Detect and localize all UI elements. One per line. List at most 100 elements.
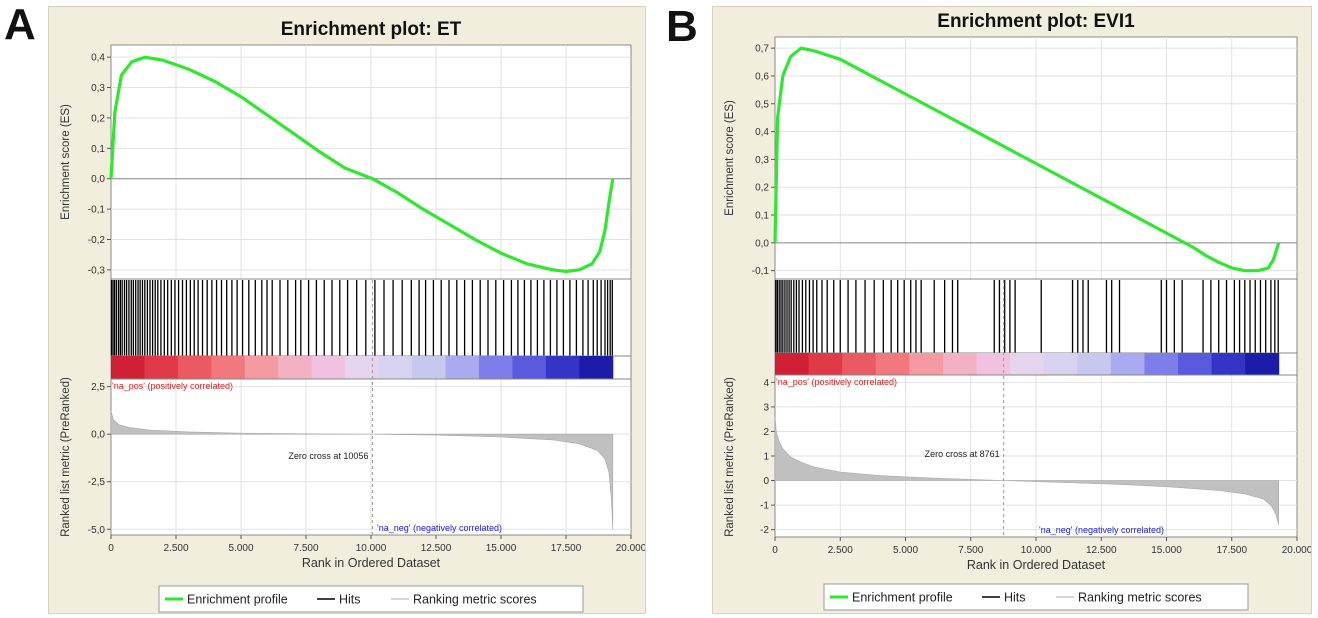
heatmap-cell bbox=[775, 353, 810, 375]
x-tick-label: 2.500 bbox=[828, 545, 853, 556]
metric-y-axis-label: Ranked list metric (PreRanked) bbox=[724, 377, 736, 537]
ranking-metric-area bbox=[110, 411, 614, 530]
heatmap-cell bbox=[1043, 353, 1078, 375]
heatmap-cell bbox=[976, 353, 1011, 375]
heatmap-cell bbox=[942, 353, 977, 375]
negative-correlation-label: 'na_neg' (negatively correlated) bbox=[377, 523, 502, 533]
es-y-tick-label: 0,4 bbox=[91, 53, 105, 64]
es-y-tick-label: -0,1 bbox=[752, 266, 770, 277]
metric-y-tick-label: 0,0 bbox=[91, 430, 105, 441]
es-y-axis-label: Enrichment score (ES) bbox=[60, 104, 72, 220]
es-y-tick-label: 0,0 bbox=[91, 174, 105, 185]
es-y-tick-label: 0,6 bbox=[755, 71, 769, 82]
heatmap-cell bbox=[177, 356, 212, 379]
heatmap-cell bbox=[875, 353, 910, 375]
legend-hits-label: Hits bbox=[339, 593, 361, 607]
zero-cross-label: Zero cross at 8761 bbox=[925, 449, 1000, 459]
heatmap-cell bbox=[378, 356, 413, 379]
heatmap-cell bbox=[808, 353, 843, 375]
heatmap-cell bbox=[345, 356, 380, 379]
metric-y-tick-label: 3 bbox=[763, 402, 769, 413]
x-tick-label: 12.500 bbox=[421, 543, 452, 554]
panel-a-letter: A bbox=[4, 0, 36, 49]
metric-y-tick-label: 2 bbox=[763, 427, 769, 438]
heatmap-cell bbox=[545, 356, 580, 379]
es-y-tick-label: 0,2 bbox=[91, 113, 105, 124]
x-tick-label: 0 bbox=[772, 545, 778, 556]
x-tick-label: 20.000 bbox=[1282, 545, 1311, 556]
heatmap-cell bbox=[579, 356, 614, 379]
legend-box bbox=[158, 585, 584, 613]
x-tick-label: 7.500 bbox=[958, 545, 983, 556]
es-y-tick-label: 0,5 bbox=[755, 99, 769, 110]
heatmap-cell bbox=[478, 356, 513, 379]
es-y-tick-label: 0,1 bbox=[755, 211, 769, 222]
x-tick-label: 10.000 bbox=[356, 543, 387, 554]
legend-ranking-metric-scores-label: Ranking metric scores bbox=[1078, 591, 1202, 605]
metric-y-tick-label: 2,5 bbox=[91, 382, 105, 393]
heatmap-cell bbox=[111, 356, 145, 379]
metric-y-tick-label: 1 bbox=[763, 452, 769, 463]
x-tick-label: 17.500 bbox=[551, 543, 582, 554]
es-y-tick-label: 0,0 bbox=[755, 238, 769, 249]
x-tick-label: 0 bbox=[108, 543, 114, 554]
heatmap-cell bbox=[1245, 353, 1280, 375]
negative-correlation-label: 'na_neg' (negatively correlated) bbox=[1039, 525, 1164, 535]
es-y-tick-label: 0,3 bbox=[755, 155, 769, 166]
heatmap-cell bbox=[1110, 353, 1145, 375]
x-tick-label: 15.000 bbox=[1151, 545, 1182, 556]
heatmap-cell bbox=[244, 356, 279, 379]
legend-enrichment-profile-label: Enrichment profile bbox=[187, 593, 288, 607]
metric-y-tick-label: -2 bbox=[760, 525, 769, 536]
heatmap-cell bbox=[278, 356, 313, 379]
x-tick-label: 15.000 bbox=[486, 543, 517, 554]
x-axis-label: Rank in Ordered Dataset bbox=[302, 556, 441, 570]
es-y-tick-label: 0,2 bbox=[755, 183, 769, 194]
x-tick-label: 2.500 bbox=[163, 543, 188, 554]
enrichment-plot-et: Enrichment plot: ET -0,3 -0,2 -0,1 0,0 0,1 0,2… bbox=[60, 19, 647, 613]
gsea-panel-et: Enrichment plot: ET -0,3 -0,2 -0,1 0,0 0,1 0,2… bbox=[48, 6, 647, 614]
gsea-panel-evi1: Enrichment plot: EVI1 -0,1 0,0 0,1 0,2 0,3 0,4… bbox=[712, 6, 1313, 614]
es-y-tick-label: -0,2 bbox=[88, 235, 106, 246]
legend-enrichment-profile-label: Enrichment profile bbox=[852, 591, 953, 605]
x-tick-label: 10.000 bbox=[1021, 545, 1052, 556]
heatmap-cell bbox=[412, 356, 447, 379]
es-y-tick-label: -0,3 bbox=[88, 265, 106, 276]
es-y-tick-label: 0,4 bbox=[755, 127, 769, 138]
metric-y-tick-label: -5,0 bbox=[88, 525, 106, 536]
metric-y-tick-label: 0 bbox=[763, 476, 769, 487]
metric-y-tick-label: -2,5 bbox=[88, 477, 106, 488]
enrichment-profile-line bbox=[109, 55, 615, 273]
heatmap-cell bbox=[909, 353, 944, 375]
heatmap-cell bbox=[1144, 353, 1179, 375]
es-y-tick-label: -0,1 bbox=[88, 205, 106, 216]
heatmap-cell bbox=[1211, 353, 1246, 375]
es-y-tick-label: 0,1 bbox=[91, 144, 105, 155]
enrichment-plot-evi1: Enrichment plot: EVI1 -0,1 0,0 0,1 0,2 0,3 0,4… bbox=[724, 11, 1313, 611]
x-tick-label: 12.500 bbox=[1086, 545, 1117, 556]
zero-cross-label: Zero cross at 10056 bbox=[288, 451, 368, 461]
x-axis-label: Rank in Ordered Dataset bbox=[967, 558, 1106, 572]
heatmap-cell bbox=[211, 356, 246, 379]
metric-y-axis-label: Ranked list metric (PreRanked) bbox=[60, 377, 72, 537]
heatmap-cell bbox=[512, 356, 547, 379]
heatmap-cell bbox=[1010, 353, 1045, 375]
panel-b-letter: B bbox=[666, 2, 698, 51]
x-tick-label: 5.000 bbox=[893, 545, 918, 556]
heatmap-cell bbox=[144, 356, 179, 379]
chart-title: Enrichment plot: EVI1 bbox=[937, 11, 1135, 32]
es-y-axis-label: Enrichment score (ES) bbox=[724, 100, 736, 216]
x-tick-label: 7.500 bbox=[293, 543, 318, 554]
metric-y-tick-label: 4 bbox=[763, 378, 769, 389]
enrichment-profile-line bbox=[773, 46, 1281, 273]
x-tick-label: 17.500 bbox=[1216, 545, 1247, 556]
positive-correlation-label: 'na_pos' (positively correlated) bbox=[112, 381, 233, 391]
heatmap-cell bbox=[842, 353, 877, 375]
heatmap-cell bbox=[1077, 353, 1112, 375]
chart-title: Enrichment plot: ET bbox=[281, 19, 462, 40]
metric-y-tick-label: -1 bbox=[760, 501, 769, 512]
es-y-tick-label: 0,7 bbox=[755, 44, 769, 55]
x-tick-label: 20.000 bbox=[616, 543, 645, 554]
x-tick-label: 5.000 bbox=[228, 543, 253, 554]
heatmap-cell bbox=[311, 356, 346, 379]
